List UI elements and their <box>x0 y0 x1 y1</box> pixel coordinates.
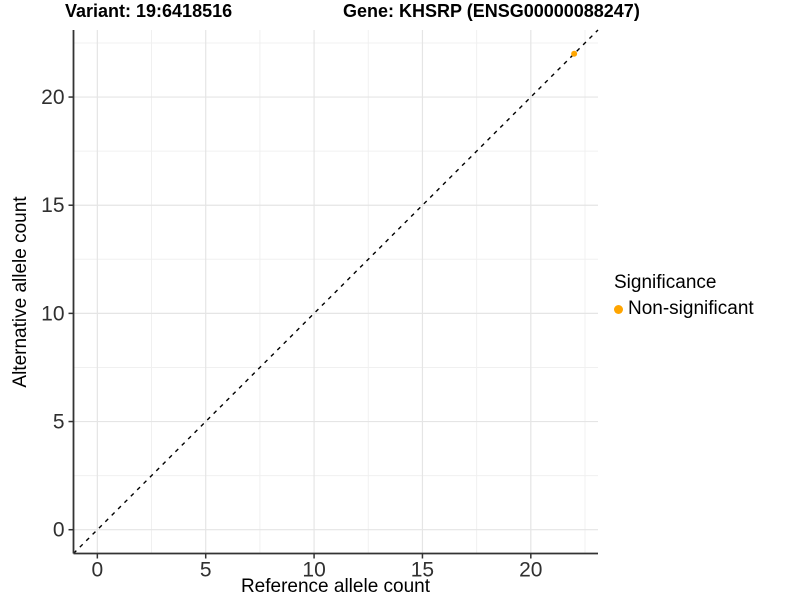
y-tick-label: 5 <box>53 411 65 434</box>
plot-title-gene: Gene: KHSRP (ENSG00000088247) <box>343 1 640 21</box>
identity-line <box>73 29 599 554</box>
x-tick-label: 15 <box>411 559 434 582</box>
y-axis-title: Alternative allele count <box>10 196 31 388</box>
x-tick-label: 20 <box>519 559 542 582</box>
y-tick-label: 10 <box>41 302 64 325</box>
legend: Significance Non-significant <box>614 272 754 320</box>
legend-title: Significance <box>614 272 717 293</box>
data-point <box>571 50 578 57</box>
legend-item: Non-significant <box>614 298 754 320</box>
legend-item-label: Non-significant <box>628 298 754 319</box>
x-axis-title: Reference allele count <box>240 576 431 597</box>
x-tick-label: 0 <box>91 559 103 582</box>
plot-title-variant: Variant: 19:6418516 <box>65 1 233 21</box>
y-tick-label: 0 <box>53 519 65 542</box>
legend-point-icon <box>614 304 623 314</box>
y-tick-label: 15 <box>41 194 64 217</box>
y-tick-label: 20 <box>41 86 64 109</box>
x-tick-label: 10 <box>302 559 325 582</box>
x-tick-label: 5 <box>200 559 212 582</box>
